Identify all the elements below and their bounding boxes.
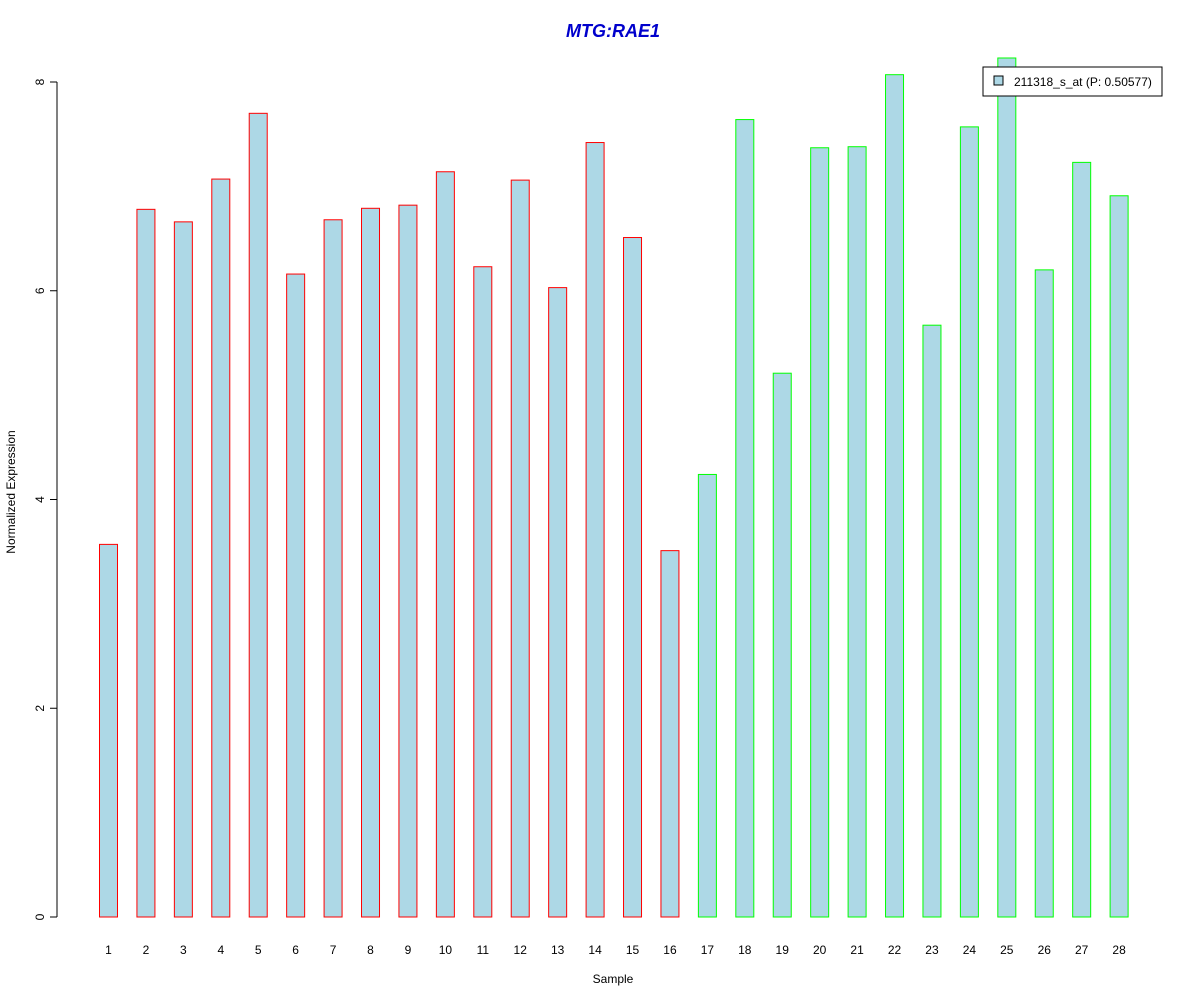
x-tick-label: 8	[367, 943, 374, 957]
x-tick-label: 3	[180, 943, 187, 957]
x-tick-label: 20	[813, 943, 827, 957]
bar-sample-9	[398, 204, 418, 918]
x-tick-labels: 1 2 3 4 5 6 7 8 9 10 11 12 13 14 15 16 17 18 19 20 21 22 23 24 2…	[105, 943, 1126, 957]
chart-title: MTG:RAE1	[566, 21, 660, 41]
bar-sample-19	[772, 372, 792, 918]
bar-sample-27	[1072, 161, 1092, 918]
bar-sample-11	[473, 266, 493, 918]
x-tick-label: 26	[1038, 943, 1052, 957]
y-tick-label: 2	[33, 705, 47, 712]
x-tick-label: 5	[255, 943, 262, 957]
y-tick-label: 6	[33, 287, 47, 294]
bar-sample-15	[623, 237, 643, 918]
x-tick-label: 6	[292, 943, 299, 957]
bar-sample-13	[548, 287, 568, 918]
bar-sample-28	[1109, 195, 1129, 918]
x-tick-label: 16	[663, 943, 677, 957]
bar-sample-6	[286, 273, 306, 918]
x-tick-label: 27	[1075, 943, 1089, 957]
x-axis-label: Sample	[593, 972, 634, 986]
bars-group	[99, 57, 1129, 918]
bar-sample-17	[697, 473, 717, 918]
y-tick-label: 0	[33, 913, 47, 920]
x-tick-label: 1	[105, 943, 112, 957]
bar-sample-18	[735, 119, 755, 918]
legend-box	[982, 66, 1163, 97]
x-tick-label: 2	[143, 943, 150, 957]
bar-sample-7	[323, 219, 343, 918]
x-tick-label: 13	[551, 943, 565, 957]
x-tick-label: 4	[217, 943, 224, 957]
bar-sample-14	[585, 142, 605, 918]
x-tick-label: 12	[514, 943, 528, 957]
bar-sample-3	[173, 221, 193, 918]
bar-sample-20	[810, 147, 830, 918]
y-tick-label: 8	[33, 78, 47, 85]
x-tick-label: 19	[776, 943, 790, 957]
x-tick-label: 28	[1112, 943, 1126, 957]
x-tick-label: 24	[963, 943, 977, 957]
x-tick-label: 10	[439, 943, 453, 957]
x-tick-label: 22	[888, 943, 902, 957]
x-tick-label: 9	[405, 943, 412, 957]
legend-swatch	[993, 75, 1004, 86]
bar-sample-1	[99, 543, 118, 918]
bar-sample-24	[959, 126, 979, 918]
x-tick-label: 25	[1000, 943, 1014, 957]
x-tick-label: 14	[588, 943, 602, 957]
bar-sample-25	[997, 57, 1017, 918]
legend: 211318_s_at (P: 0.50577)	[982, 66, 1163, 97]
bar-sample-10	[435, 171, 455, 918]
legend-label: 211318_s_at (P: 0.50577)	[1014, 75, 1152, 89]
x-tick-label: 23	[925, 943, 939, 957]
y-axis-label: Normalized Expression	[4, 430, 18, 553]
bar-sample-8	[361, 207, 381, 918]
x-tick-label: 11	[477, 943, 490, 957]
bar-sample-12	[510, 179, 530, 918]
bar-sample-21	[847, 146, 867, 918]
x-tick-label: 18	[738, 943, 752, 957]
x-tick-label: 7	[330, 943, 337, 957]
bar-sample-4	[211, 178, 231, 918]
bar-sample-2	[136, 208, 156, 918]
bar-sample-16	[660, 550, 680, 918]
bar-sample-26	[1034, 269, 1054, 918]
x-tick-label: 17	[701, 943, 715, 957]
bar-sample-5	[248, 112, 268, 918]
y-tick-label: 4	[33, 496, 47, 503]
x-tick-label: 15	[626, 943, 640, 957]
bar-sample-23	[922, 324, 942, 918]
x-tick-label: 21	[850, 943, 864, 957]
y-axis: 0 2 4 6 8	[33, 78, 58, 920]
bar-sample-22	[885, 74, 905, 918]
